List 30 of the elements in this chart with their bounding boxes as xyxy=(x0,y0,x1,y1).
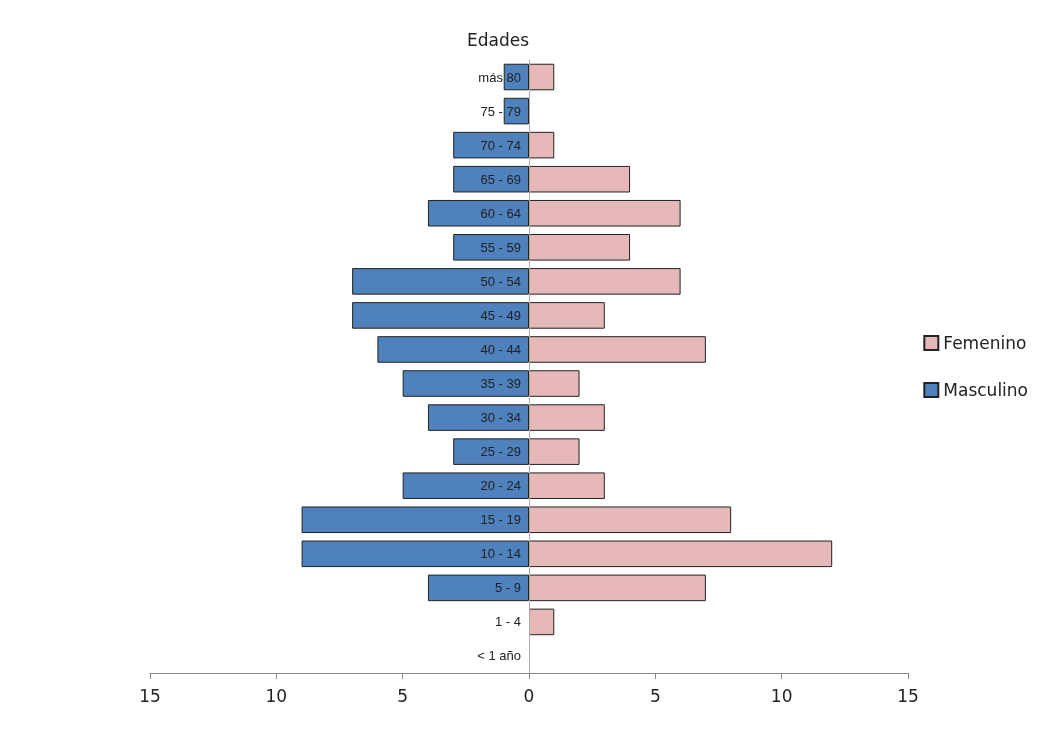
y-tick-label: 10 - 14 xyxy=(480,546,521,562)
x-tick-label: 15 xyxy=(897,685,919,706)
x-tick-label: 5 xyxy=(397,685,409,706)
y-tick-label: 5 - 9 xyxy=(494,580,521,596)
legend-label: Masculino xyxy=(943,380,1028,400)
x-tick-label: 0 xyxy=(523,685,535,706)
y-tick-label: 45 - 49 xyxy=(480,307,521,323)
x-tick-label: 10 xyxy=(770,685,793,706)
y-tick-label: 60 - 64 xyxy=(480,205,521,221)
y-tick-label: 75 - 79 xyxy=(480,103,521,119)
y-tick-label: 55 - 59 xyxy=(480,239,521,255)
y-tick-label: 1 - 4 xyxy=(494,614,521,630)
y-tick-label: más 80 xyxy=(478,69,521,85)
y-tick-label: 15 - 19 xyxy=(480,512,521,528)
y-tick-label: < 1 año xyxy=(477,648,521,664)
y-axis-title: Edades xyxy=(466,29,530,50)
x-tick-label: 10 xyxy=(265,685,288,706)
bar xyxy=(503,97,529,125)
x-tick-label: 15 xyxy=(139,685,161,706)
y-tick-label: 30 - 34 xyxy=(480,410,521,426)
bar xyxy=(529,608,555,636)
legend-label: Femenino xyxy=(943,333,1027,353)
y-tick-label: 65 - 69 xyxy=(480,171,521,187)
y-tick-label: 25 - 29 xyxy=(480,444,521,460)
y-tick-label: 35 - 39 xyxy=(480,376,521,392)
y-tick-label: 70 - 74 xyxy=(480,137,521,153)
y-tick-label: 50 - 54 xyxy=(480,273,521,289)
y-tick-label: 20 - 24 xyxy=(480,478,521,494)
x-tick-label: 5 xyxy=(649,685,661,706)
y-tick-label: 40 - 44 xyxy=(480,341,521,357)
